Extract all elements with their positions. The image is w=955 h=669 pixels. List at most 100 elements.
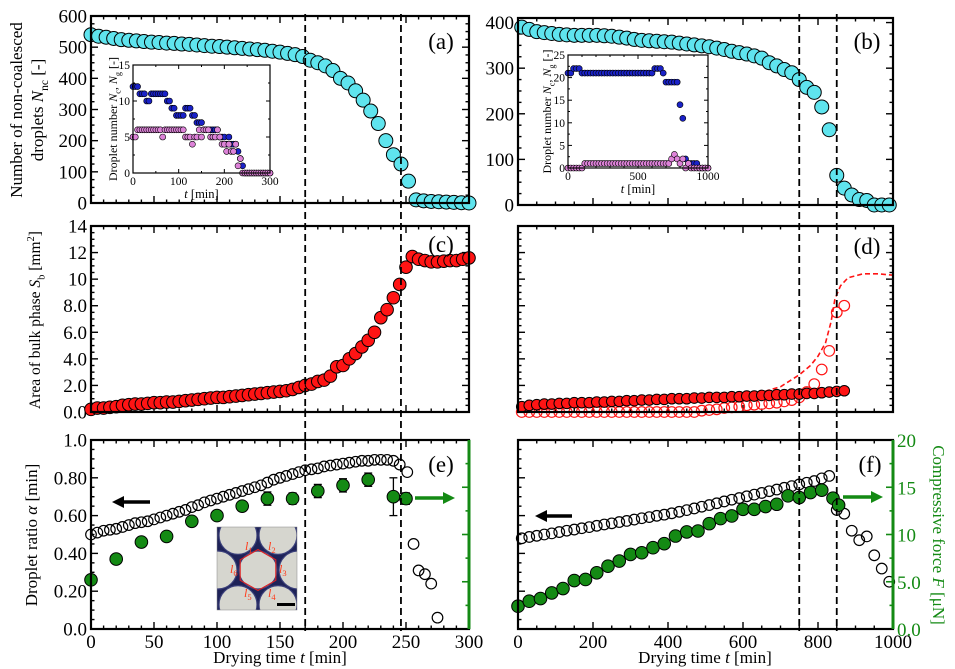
label-part: g (548, 64, 557, 68)
data-point (578, 572, 593, 587)
data-point (179, 112, 187, 119)
label-part: [min] (188, 187, 219, 201)
label-part: 2 (26, 236, 37, 241)
data-point (311, 484, 325, 498)
data-point (217, 490, 230, 503)
y-tick-label: 100 (59, 162, 88, 183)
axis-frame (516, 16, 895, 207)
data-point (710, 497, 723, 510)
inset-plot-a: 0 100 200 300 0 5 10 15 t [min] Droplet number Nc… (106, 57, 279, 201)
data-point (236, 485, 249, 497)
x-tick-label: 0 (513, 632, 523, 653)
plot-area (518, 226, 893, 412)
y-tick-label: 0 (124, 168, 130, 180)
right-y-tick-label: 0.0 (897, 620, 921, 641)
y-tick-label: 10 (119, 96, 131, 108)
axis-frame (89, 224, 471, 414)
data-point (129, 517, 142, 530)
right-y-tick-label: 20 (897, 431, 916, 452)
data-point (658, 508, 671, 521)
data-point (755, 487, 768, 499)
edge-length-label: l1 (245, 539, 253, 555)
y-tick-label: 6.0 (63, 323, 87, 344)
data-point (635, 512, 648, 525)
data-point (601, 559, 615, 573)
edge-length-label: l3 (279, 562, 287, 578)
data-point (553, 526, 566, 538)
series-1 (84, 472, 413, 587)
label-part: ] (27, 231, 44, 236)
y-tick-label: 12 (68, 243, 87, 264)
data-point (235, 499, 249, 513)
data-point (324, 459, 337, 472)
data-point (363, 103, 379, 119)
data-point (875, 562, 888, 575)
data-point (154, 511, 167, 524)
y-tick-label: 300 (59, 100, 88, 121)
data-point (605, 517, 618, 530)
edge-length-label: l4 (268, 586, 276, 602)
panel-d: (d) (515, 224, 895, 418)
label-part: [mm (27, 241, 44, 274)
dashed-time-markers (304, 14, 838, 631)
label-part: Drying time (638, 648, 725, 667)
label-part: N (106, 93, 120, 103)
axis-frame (132, 64, 271, 174)
label-part: c (114, 90, 123, 94)
y-tick-label: 100 (486, 150, 515, 171)
data-point (533, 591, 548, 606)
y-axis-label: Area of bulk phase Sb [mm2] (26, 231, 48, 409)
label-part: [-] (28, 59, 47, 80)
data-point (399, 491, 413, 506)
x-tick-label: 0 (86, 632, 96, 653)
x-tick-label: 400 (654, 632, 683, 653)
data-point (718, 495, 731, 508)
label-part: [min] (624, 182, 655, 196)
data-point (161, 90, 169, 98)
data-point (260, 491, 275, 506)
data-point (583, 521, 596, 534)
inset-plot-b: 0 500 1000 0 5 10 15 20 25 t [min] Droplet number … (540, 49, 720, 196)
y-tick-label: 15 (119, 60, 131, 72)
x-tick-label: 300 (261, 176, 279, 188)
data-point (323, 369, 338, 383)
y-tick-label: 600 (59, 7, 88, 28)
data-point (713, 511, 728, 526)
data-point (255, 479, 268, 492)
label-part: t (300, 648, 306, 667)
data-point (769, 497, 784, 512)
y-axis-label: Droplet ratio α [min] (22, 464, 41, 607)
series-0 (83, 27, 477, 211)
data-point (214, 126, 221, 134)
data-point (179, 126, 187, 134)
data-point (336, 478, 350, 493)
data-point (185, 514, 199, 529)
data-point (725, 493, 738, 506)
arrow-right-icon (843, 491, 883, 503)
data-point (838, 384, 851, 397)
data-point (868, 549, 881, 562)
label-part: N (28, 89, 47, 103)
data-point (225, 133, 233, 141)
x-tick-label: 600 (729, 632, 758, 653)
data-point (673, 505, 686, 518)
hexagon-outline (239, 548, 277, 592)
inset-x-axis-label: t [min] (184, 187, 218, 201)
data-point (710, 403, 723, 416)
y-tick-label: 400 (59, 69, 88, 90)
data-point (210, 508, 224, 523)
y-tick-label: 5 (559, 140, 565, 152)
axis-frame (567, 54, 709, 169)
panel-label: (b) (854, 29, 881, 54)
data-point (814, 483, 829, 497)
x-tick-label: 100 (203, 632, 232, 653)
label-part: S (27, 280, 44, 288)
data-point (568, 523, 581, 536)
x-tick-label: 250 (392, 632, 421, 653)
data-point (522, 594, 537, 609)
data-point (242, 483, 255, 496)
label-part: N (106, 75, 120, 85)
label-part: Number of non-coalesced (7, 22, 26, 198)
data-point (234, 162, 242, 170)
data-point (356, 454, 368, 467)
